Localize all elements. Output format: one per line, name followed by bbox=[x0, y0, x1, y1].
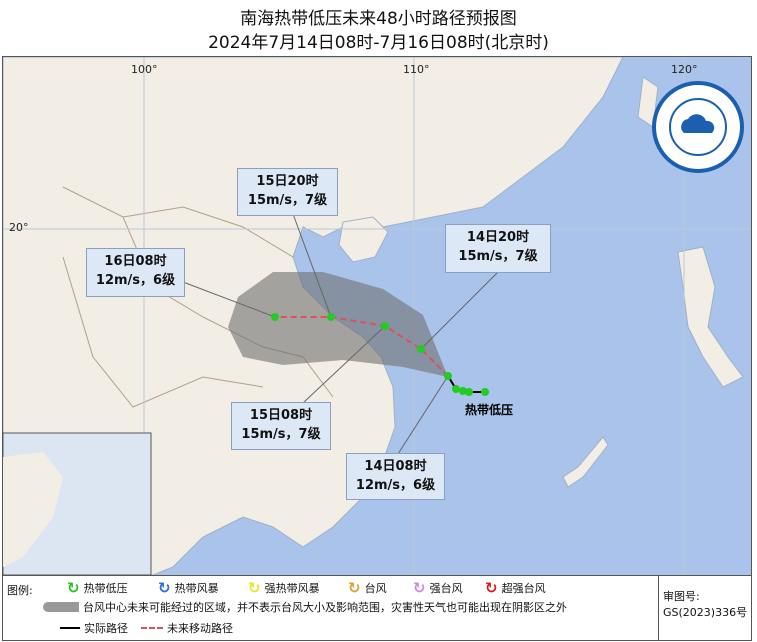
sts-icon: ↻ bbox=[248, 579, 261, 597]
forecast-cone bbox=[228, 272, 448, 377]
cone-icon bbox=[43, 602, 79, 612]
td-symbol[interactable] bbox=[444, 372, 452, 380]
legend-td: ↻ 热带低压 bbox=[67, 579, 128, 597]
palawan-island bbox=[562, 436, 609, 488]
td-symbol[interactable] bbox=[381, 322, 389, 330]
td-icon: ↻ bbox=[67, 579, 80, 597]
forecast-box-15d08: 15日08时 15m/s，7级 bbox=[231, 402, 331, 450]
td-symbol[interactable] bbox=[271, 313, 279, 321]
lon-120: 120° bbox=[671, 63, 698, 76]
lat-20: 20° bbox=[9, 221, 29, 234]
forecast-box-15d20: 15日20时 15m/s，7级 bbox=[237, 168, 338, 216]
legend-super-ty: ↻ 超强台风 bbox=[485, 579, 546, 597]
track-points bbox=[271, 313, 489, 396]
td-symbol[interactable] bbox=[481, 388, 489, 396]
ty-icon: ↻ bbox=[348, 579, 361, 597]
legend-sts: ↻ 强热带风暴 bbox=[248, 579, 320, 597]
legend-sty: ↻ 强台风 bbox=[413, 579, 463, 597]
solid-line-icon bbox=[60, 627, 80, 629]
map-canvas bbox=[3, 57, 751, 575]
super-ty-icon: ↻ bbox=[485, 579, 498, 597]
legend-actual: 实际路径 bbox=[60, 620, 128, 636]
ts-icon: ↻ bbox=[158, 579, 171, 597]
luzon-island bbox=[677, 246, 744, 388]
approval-box: 审图号: GS(2023)336号 bbox=[658, 576, 751, 640]
leader-lines bbox=[182, 213, 499, 455]
legend-cone: 台风中心未来可能经过的区域，并不表示台风大小及影响范围，灾害性天气也可能出现在阴… bbox=[43, 599, 567, 615]
forecast-box-14d20: 14日20时 15m/s，7级 bbox=[445, 224, 551, 273]
lon-100: 100° bbox=[131, 63, 158, 76]
forecast-box-14d08: 14日08时 12m/s，6级 bbox=[346, 453, 445, 500]
lon-110: 110° bbox=[403, 63, 430, 76]
logo bbox=[652, 81, 744, 173]
title-line1: 南海热带低压未来48小时路径预报图 bbox=[240, 9, 517, 29]
legend-ty: ↻ 台风 bbox=[348, 579, 387, 597]
dashed-line-icon bbox=[141, 627, 163, 629]
td-symbol[interactable] bbox=[417, 345, 425, 353]
td-symbol[interactable] bbox=[465, 388, 473, 396]
td-symbol[interactable] bbox=[452, 385, 460, 393]
current-label: 热带低压 bbox=[465, 403, 514, 417]
inset-land bbox=[3, 452, 63, 567]
forecast-box-16d08: 16日08时 12m/s，6级 bbox=[86, 248, 185, 297]
legend-ts: ↻ 热带风暴 bbox=[158, 579, 219, 597]
track-map[interactable]: 100° 110° 120° 20° 热带低压 14日08时 12m/s，6级 1… bbox=[2, 56, 752, 576]
title-line2: 2024年7月14日08时-7月16日08时(北京时) bbox=[208, 33, 549, 53]
legend: 图例: ↻ 热带低压 ↻ 热带风暴 ↻ 强热带风暴 ↻ 台风 ↻ 强台风 ↻ 超强台风 台风… bbox=[2, 575, 752, 641]
td-symbol[interactable] bbox=[459, 387, 467, 395]
legend-label: 图例: bbox=[7, 584, 33, 597]
sty-icon: ↻ bbox=[413, 579, 426, 597]
td-symbol[interactable] bbox=[327, 313, 335, 321]
legend-forecast: 未来移动路径 bbox=[141, 620, 233, 636]
hainan-island bbox=[338, 216, 389, 263]
